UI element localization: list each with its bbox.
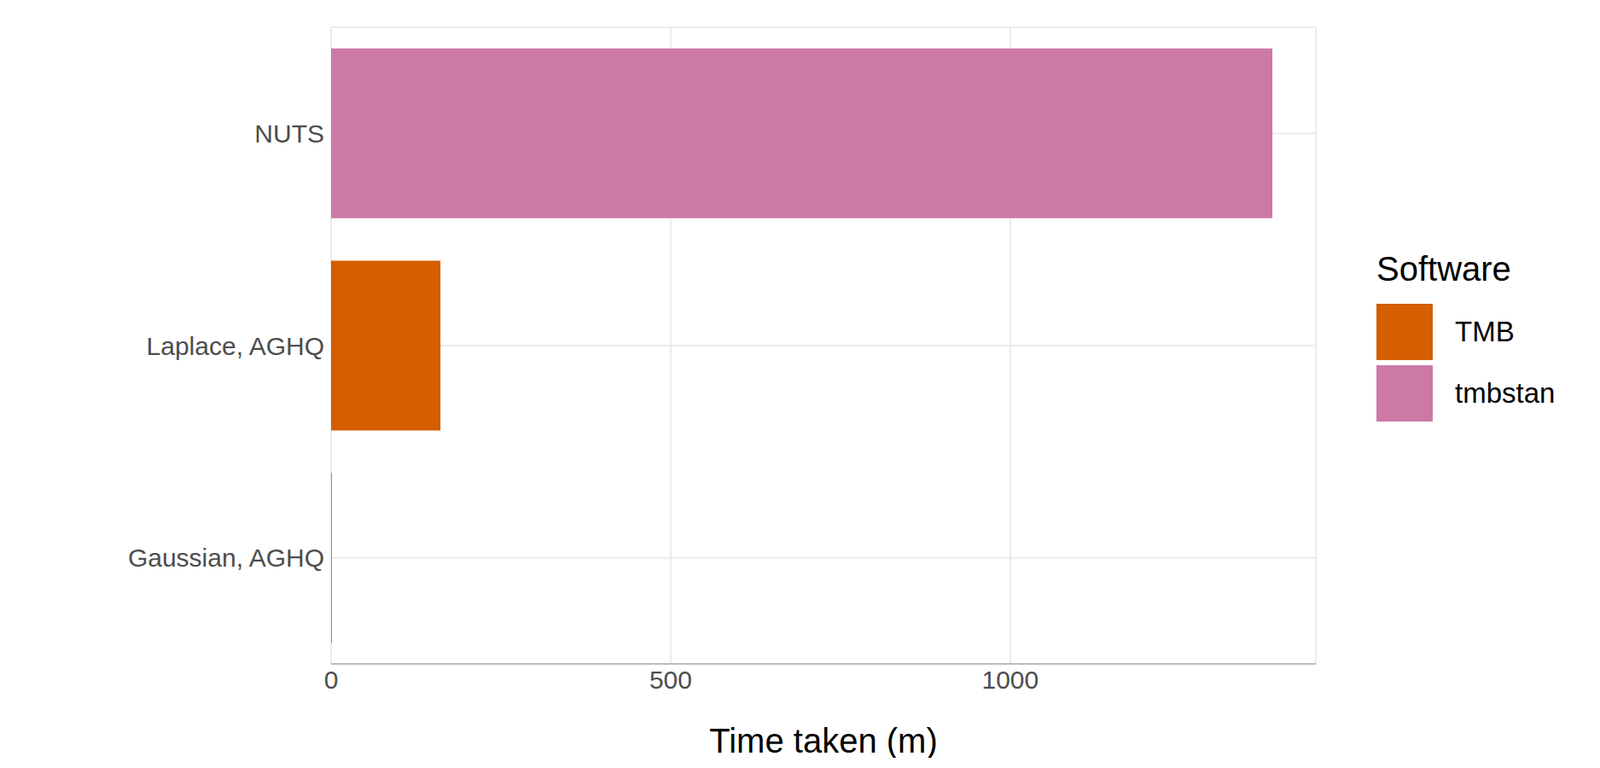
svg-text:1000: 1000 <box>981 665 1039 694</box>
svg-text:NUTS: NUTS <box>254 119 325 148</box>
html-text:Software: Software <box>1376 250 1512 288</box>
svg-text:Laplace, AGHQ: Laplace, AGHQ <box>146 331 325 361</box>
html-text:TMB: TMB <box>1454 315 1515 348</box>
html-text:tmbstan: tmbstan <box>1454 377 1556 409</box>
svg-text:Time taken (m): Time taken (m) <box>709 721 937 758</box>
svg-text:0: 0 <box>324 665 339 694</box>
svg-text:500: 500 <box>649 665 693 694</box>
svg-text:Gaussian, AGHQ: Gaussian, AGHQ <box>128 543 325 572</box>
